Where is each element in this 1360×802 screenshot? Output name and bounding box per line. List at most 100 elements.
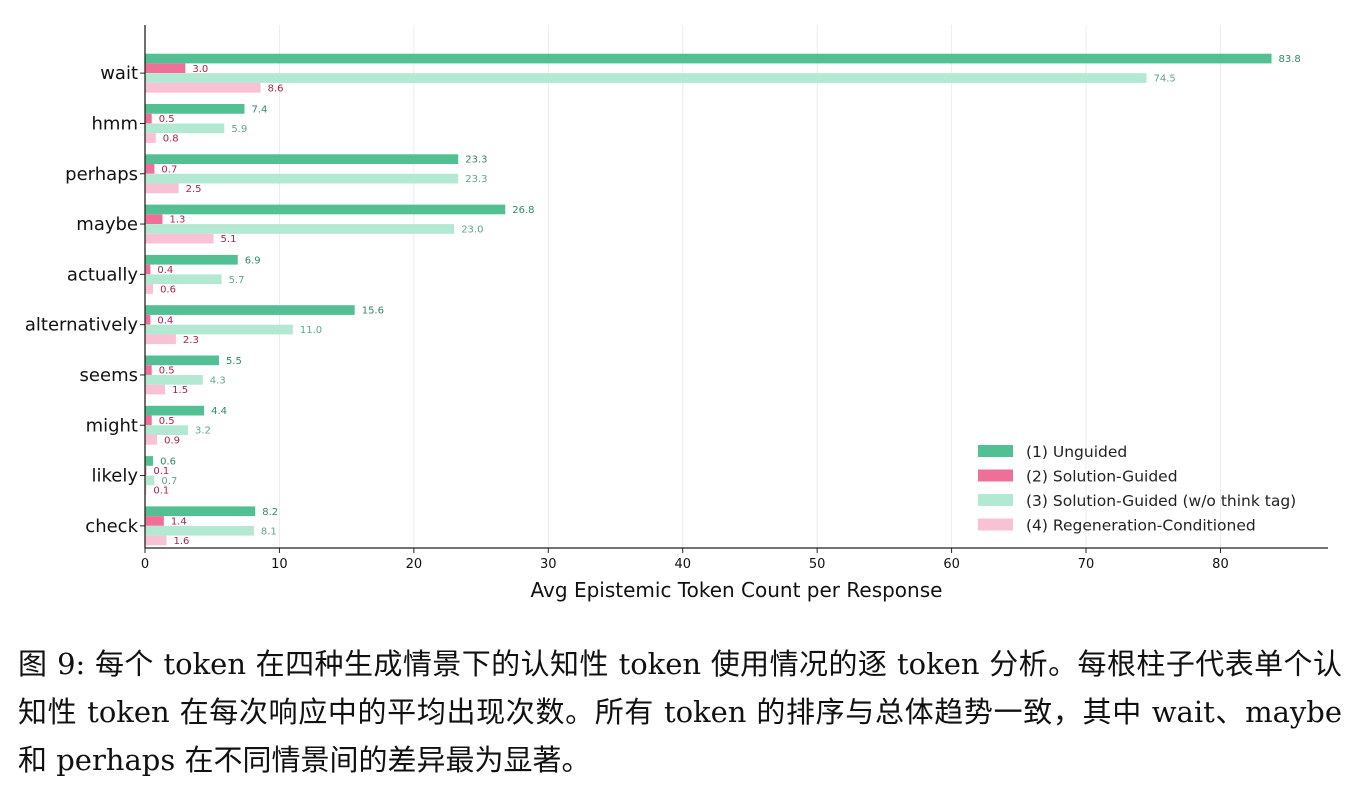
legend-label: (3) Solution-Guided (w/o think tag) [1026,492,1296,510]
data-label: 8.6 [268,83,284,94]
y-tick-label: might [86,415,138,436]
x-tick-label: 20 [406,557,423,572]
data-label: 23.3 [465,174,487,185]
bar [145,164,155,174]
data-label: 0.4 [157,265,173,276]
y-tick-label: actually [67,264,138,285]
bar [145,415,152,426]
bar [145,173,459,184]
data-label: 0.6 [160,284,176,295]
legend-swatch [978,494,1013,506]
bar [145,535,167,546]
data-label: 8.1 [261,526,277,537]
data-label: 0.5 [159,366,175,377]
x-tick-label: 30 [540,557,557,572]
bar [145,104,245,114]
y-tick-label: hmm [92,113,138,134]
bar [145,123,225,134]
bar [145,204,506,215]
data-label: 8.2 [262,507,278,518]
bar [145,384,166,395]
data-label: 0.9 [164,435,180,446]
x-tick-label: 40 [674,557,691,572]
bar [145,324,293,335]
data-label: 23.3 [465,155,487,166]
data-label: 11.0 [300,325,322,336]
y-tick-label: check [85,516,138,537]
data-label: 5.9 [231,124,247,135]
y-tick-label: alternatively [25,315,138,336]
y-tick-label: maybe [76,214,138,235]
bar [145,525,254,536]
data-label: 0.4 [157,315,173,326]
data-label: 2.3 [183,335,199,346]
bar [145,506,256,517]
data-label: 6.9 [245,255,261,266]
bar [145,254,238,265]
bar [145,63,186,74]
data-label: 0.7 [161,164,177,175]
data-label: 0.7 [161,476,177,487]
chart: 83.8 3.0 74.5 8.6 wait 7.4 0.5 5.9 0.8 hmm 23.3 0.7… [25,25,1328,602]
x-tick-label: 60 [943,557,960,572]
legend-swatch [978,518,1013,531]
figure-caption: 图 9: 每个 token 在四种生成情景下的认知性 token 使用情况的逐 … [18,647,1342,777]
data-label: 0.1 [153,466,169,477]
data-label: 4.4 [211,406,227,417]
data-label: 0.5 [159,114,175,125]
bar [145,405,205,416]
legend-label: (4) Regeneration-Conditioned [1026,517,1256,535]
data-label: 26.8 [512,205,534,216]
bar [145,305,355,315]
bar [145,224,455,234]
bar [145,516,164,526]
data-label: 3.2 [195,426,211,437]
data-label: 7.4 [251,104,267,115]
x-tick-label: 70 [1078,557,1095,572]
bar [145,183,179,194]
bar [145,475,155,486]
legend-label: (1) Unguided [1026,443,1127,461]
bar [145,355,219,366]
data-label: 1.6 [174,536,190,547]
legend-swatch [978,445,1013,457]
bar [145,465,147,476]
data-label: 5.1 [221,234,237,245]
data-label: 1.4 [171,516,187,527]
x-tick-label: 10 [271,557,288,572]
data-label: 15.6 [362,306,384,317]
bar [145,133,156,143]
x-tick-label: 0 [141,557,149,572]
bar [145,264,151,275]
bar [145,73,1147,83]
x-tick-label: 80 [1212,557,1229,572]
bar [145,82,261,93]
data-label: 0.1 [153,486,169,497]
bar [145,334,176,345]
data-label: 74.5 [1154,74,1176,85]
bar [145,314,151,325]
bar [145,435,158,445]
bar [145,375,203,385]
data-label: 1.3 [169,215,185,226]
bar [145,214,163,224]
data-label: 5.5 [226,356,242,367]
bar [145,154,459,164]
data-label: 4.3 [210,375,226,386]
data-label: 83.8 [1279,54,1301,65]
x-tick-label: 50 [809,557,826,572]
data-label: 23.0 [461,224,483,235]
bar [145,485,147,495]
data-label: 1.5 [172,385,188,396]
bar [145,233,214,244]
bar [145,365,152,375]
data-label: 2.5 [186,184,202,195]
data-label: 0.8 [163,134,179,145]
bar [145,113,152,124]
bar [145,274,222,285]
bar [145,53,1272,64]
data-label: 5.7 [229,275,245,286]
y-tick-label: likely [91,466,138,487]
legend-label: (2) Solution-Guided [1026,468,1178,486]
data-label: 0.5 [159,416,175,427]
